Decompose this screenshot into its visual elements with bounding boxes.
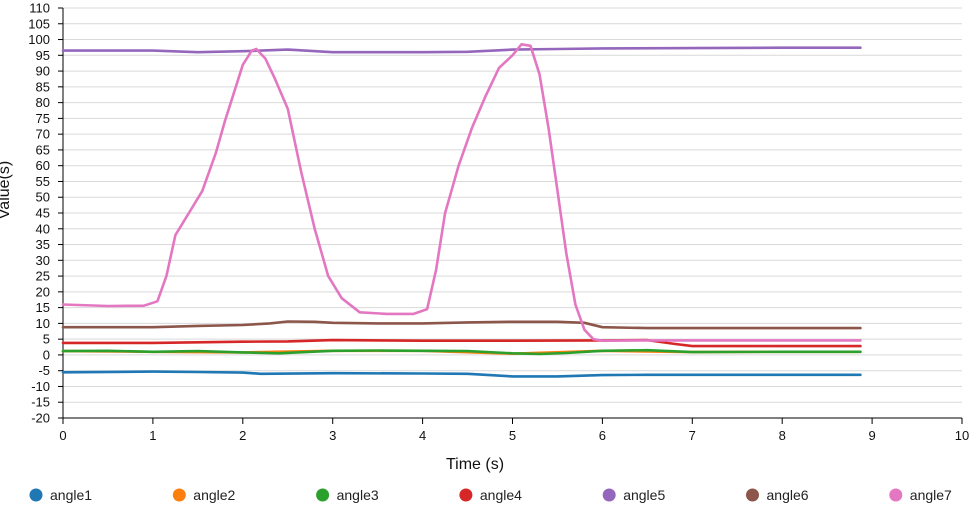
series-lines xyxy=(61,43,862,378)
y-tick-label: 20 xyxy=(36,284,50,299)
series-line-angle7[interactable] xyxy=(61,43,862,342)
legend-label-angle3[interactable]: angle3 xyxy=(337,487,379,503)
y-tick-label: 70 xyxy=(36,127,50,142)
y-tick-label: 55 xyxy=(36,174,50,189)
y-tick-label: 50 xyxy=(36,190,50,205)
y-tick-label: 100 xyxy=(28,32,50,47)
legend-label-angle2[interactable]: angle2 xyxy=(193,487,235,503)
series-line-angle5[interactable] xyxy=(61,46,862,54)
x-tick-label: 6 xyxy=(599,428,606,443)
legend-marker-angle7[interactable] xyxy=(889,488,903,502)
y-tick-label: 10 xyxy=(36,316,50,331)
series-line-angle3[interactable] xyxy=(61,348,862,356)
y-tick-label: -20 xyxy=(31,411,50,426)
y-tick-label: -15 xyxy=(31,395,50,410)
series-line-angle1[interactable] xyxy=(61,370,862,378)
y-tick-label: 90 xyxy=(36,64,50,79)
y-tick-label: 105 xyxy=(28,16,50,31)
legend-marker-angle1[interactable] xyxy=(29,488,43,502)
legend: angle1 angle2 angle3 angle4 angle5 angle6 angl… xyxy=(29,487,952,503)
y-tick-label: 15 xyxy=(36,300,50,315)
x-tick-label: 2 xyxy=(239,428,246,443)
y-tick-label: 60 xyxy=(36,158,50,173)
x-tick-label: 3 xyxy=(329,428,336,443)
legend-marker-angle2[interactable] xyxy=(172,488,186,502)
y-axis-ticks: -20-15-10-505101520253035404550556065707… xyxy=(28,1,63,426)
series-line-angle4[interactable] xyxy=(61,338,862,348)
legend-label-angle6[interactable]: angle6 xyxy=(767,487,809,503)
y-tick-label: 25 xyxy=(36,269,50,284)
y-tick-label: 65 xyxy=(36,142,50,157)
y-tick-label: -5 xyxy=(38,363,50,378)
x-tick-label: 7 xyxy=(689,428,696,443)
y-tick-label: 40 xyxy=(36,221,50,236)
y-tick-label: 80 xyxy=(36,95,50,110)
x-tick-label: 8 xyxy=(779,428,786,443)
y-tick-label: 75 xyxy=(36,111,50,126)
x-tick-label: 9 xyxy=(868,428,875,443)
x-tick-label: 10 xyxy=(955,428,969,443)
x-tick-label: 0 xyxy=(59,428,66,443)
legend-marker-angle4[interactable] xyxy=(459,488,473,502)
x-tick-label: 1 xyxy=(149,428,156,443)
x-axis-title: Time (s) xyxy=(446,456,504,473)
y-tick-label: 30 xyxy=(36,253,50,268)
y-tick-label: 5 xyxy=(43,332,50,347)
y-tick-label: 45 xyxy=(36,206,50,221)
legend-label-angle4[interactable]: angle4 xyxy=(480,487,522,503)
y-tick-label: 35 xyxy=(36,237,50,252)
x-axis-ticks: 0 1 2 3 4 5 6 7 8 9 10 xyxy=(59,418,969,443)
y-tick-label: 95 xyxy=(36,48,50,63)
x-tick-label: 5 xyxy=(509,428,516,443)
legend-marker-angle6[interactable] xyxy=(746,488,759,502)
grid-lines xyxy=(63,7,962,419)
y-tick-label: -10 xyxy=(31,379,50,394)
x-tick-label: 4 xyxy=(419,428,426,443)
legend-marker-angle5[interactable] xyxy=(602,488,616,502)
legend-label-angle7[interactable]: angle7 xyxy=(910,487,952,503)
y-tick-label: 0 xyxy=(43,347,50,362)
y-tick-label: 110 xyxy=(29,1,50,16)
legend-marker-angle3[interactable] xyxy=(316,488,330,502)
y-tick-label: 85 xyxy=(36,79,50,94)
legend-label-angle5[interactable]: angle5 xyxy=(623,487,665,503)
legend-label-angle1[interactable]: angle1 xyxy=(50,487,92,503)
series-line-angle6[interactable] xyxy=(61,320,862,330)
y-axis-title: Value(s) xyxy=(0,161,13,219)
